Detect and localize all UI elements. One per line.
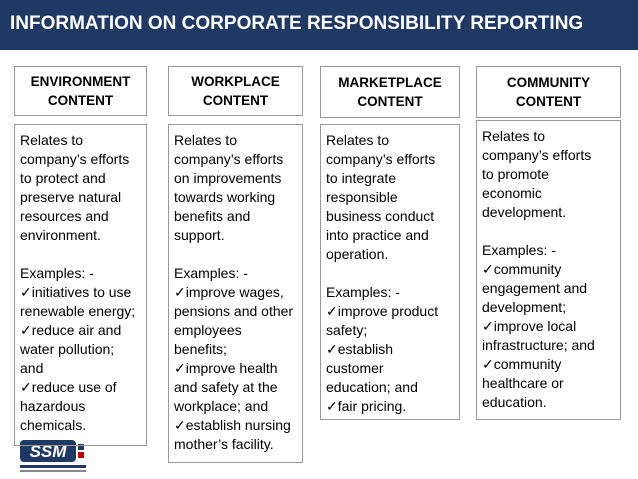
description-line: to protect and xyxy=(20,170,106,186)
description-line: into practice and xyxy=(326,227,429,243)
spacer xyxy=(482,222,615,241)
column-heading: ENVIRONMENT CONTENT xyxy=(14,66,147,116)
description-line: economic xyxy=(482,185,542,201)
example-item-line: healthcare or xyxy=(482,375,564,391)
description-line: to integrate xyxy=(326,170,397,186)
heading-line: WORKPLACE xyxy=(191,74,280,89)
example-item-line: ✓reduce use of xyxy=(20,379,117,395)
description-line: company’s efforts xyxy=(326,151,436,167)
example-item-line: infrastructure; and xyxy=(482,337,595,353)
example-item-line: employees xyxy=(174,322,242,338)
description-line: environment. xyxy=(20,227,101,243)
example-item-line: education. xyxy=(482,394,547,410)
description-line: towards working xyxy=(174,189,276,205)
description-line: Relates to xyxy=(174,132,238,148)
description-line: operation. xyxy=(326,246,389,262)
heading-line: CONTENT xyxy=(47,93,114,108)
heading-line: CONTENT xyxy=(202,93,269,108)
example-item-line: engagement and xyxy=(482,280,588,296)
description-line: business conduct xyxy=(326,208,435,224)
description-line: resources and xyxy=(20,208,109,224)
description-line: Relates to xyxy=(20,132,84,148)
example-item-line: mother’s facility. xyxy=(174,436,274,452)
svg-text:SSM: SSM xyxy=(30,442,68,461)
title: INFORMATION ON CORPORATE RESPONSIBILITY … xyxy=(10,13,584,34)
example-item-line: ✓establish xyxy=(326,341,393,357)
description-line: benefits and xyxy=(174,208,251,224)
description-line: company’s efforts xyxy=(20,151,130,167)
heading-line: ENVIRONMENT xyxy=(30,74,131,89)
example-item-line: ✓improve local xyxy=(482,318,577,334)
description-line: development. xyxy=(482,204,567,220)
example-item-line: renewable energy; xyxy=(20,303,136,319)
description-line: preserve natural xyxy=(20,189,122,205)
example-item-line: ✓fair pricing. xyxy=(326,398,407,414)
description-line: company’s efforts xyxy=(174,151,284,167)
title-bar: INFORMATION ON CORPORATE RESPONSIBILITY … xyxy=(0,0,638,50)
spacer xyxy=(20,245,141,264)
examples-label: Examples: - xyxy=(174,265,248,281)
examples-label: Examples: - xyxy=(20,265,94,281)
description-line: on improvements xyxy=(174,170,282,186)
description-line: Relates to xyxy=(482,128,546,144)
heading-line: MARKETPLACE xyxy=(338,75,442,90)
spacer xyxy=(326,264,454,283)
description-line: Relates to xyxy=(326,132,390,148)
example-item-line: and safety at the xyxy=(174,379,278,395)
example-item-line: safety; xyxy=(326,322,368,338)
description-line: company’s efforts xyxy=(482,147,592,163)
column-heading: COMMUNITY CONTENT xyxy=(476,66,621,118)
example-item-line: hazardous xyxy=(20,398,86,414)
example-item-line: ✓improve health xyxy=(174,360,278,376)
example-item-line: customer xyxy=(326,360,384,376)
example-item-line: chemicals. xyxy=(20,417,87,433)
column-heading: MARKETPLACE CONTENT xyxy=(320,66,460,118)
example-item-line: ✓community xyxy=(482,261,562,277)
example-item-line: ✓reduce air and xyxy=(20,322,122,338)
example-item-line: pensions and other xyxy=(174,303,294,319)
column-content: Relates to company’s efforts to promote eco… xyxy=(476,120,621,420)
example-item-line: workplace; and xyxy=(174,398,269,414)
description-line: support. xyxy=(174,227,225,243)
example-item-line: ✓community xyxy=(482,356,562,372)
column-heading: WORKPLACE CONTENT xyxy=(168,66,303,116)
heading-line: CONTENT xyxy=(515,94,582,109)
example-item-line: ✓initiatives to use xyxy=(20,284,132,300)
example-item-line: water pollution; xyxy=(20,341,115,357)
column-content: Relates to company’s efforts to integrate r… xyxy=(320,124,460,420)
examples-label: Examples: - xyxy=(326,284,400,300)
description-line: to promote xyxy=(482,166,549,182)
column-content: Relates to company’s efforts to protect an… xyxy=(14,124,147,446)
examples-label: Examples: - xyxy=(482,242,556,258)
example-item-line: ✓improve product xyxy=(326,303,439,319)
example-item-line: and xyxy=(20,360,44,376)
heading-line: CONTENT xyxy=(357,94,423,109)
spacer xyxy=(174,245,297,264)
example-item-line: benefits; xyxy=(174,341,227,357)
column-content: Relates to company’s efforts on improvemen… xyxy=(168,124,303,463)
example-item-line: development; xyxy=(482,299,567,315)
example-item-line: ✓establish nursing xyxy=(174,417,291,433)
description-line: responsible xyxy=(326,189,398,205)
heading-line: COMMUNITY xyxy=(506,75,591,90)
example-item-line: ✓improve wages, xyxy=(174,284,284,300)
example-item-line: education; and xyxy=(326,379,418,395)
